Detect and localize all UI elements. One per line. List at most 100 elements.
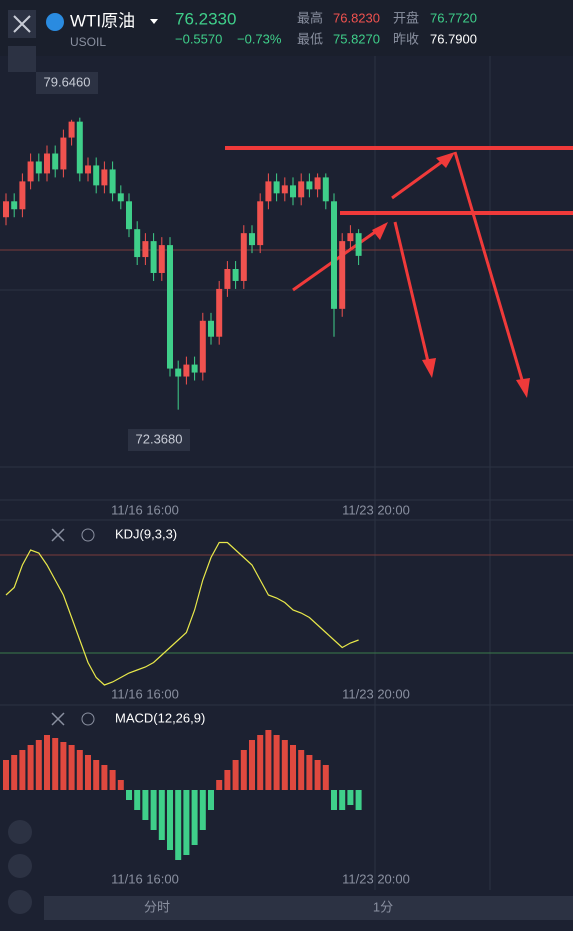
candles: [3, 117, 362, 410]
tool-button[interactable]: [8, 890, 32, 914]
time-label: 11/23 20:00: [342, 871, 410, 886]
macd-bar: [232, 760, 239, 790]
symbol[interactable]: WTI原油: [70, 11, 135, 30]
macd: [3, 730, 362, 860]
macd-bar: [142, 790, 149, 820]
macd-bar: [290, 745, 296, 790]
candle-body: [134, 229, 141, 258]
kdj-title: KDJ(9,3,3): [115, 526, 177, 541]
candle-body: [44, 153, 50, 174]
time-label: 11/23 20:00: [342, 686, 410, 701]
macd-bar: [249, 740, 255, 790]
macd-bar: [314, 760, 321, 790]
candle-body: [158, 245, 165, 273]
settings-icon[interactable]: [81, 528, 95, 542]
settings-icon[interactable]: [81, 712, 95, 726]
candle-body: [11, 201, 18, 210]
candle-body: [85, 165, 91, 174]
candle-body: [183, 364, 190, 377]
time-label: 11/23 20:00: [342, 502, 410, 517]
kdj: [5, 541, 359, 686]
macd-bar: [134, 790, 141, 810]
dropdown-icon[interactable]: [150, 19, 158, 24]
candle-body: [298, 181, 305, 198]
candle-body: [257, 201, 264, 246]
candle-body: [52, 153, 59, 170]
macd-bar: [347, 790, 354, 805]
macd-bar: [240, 750, 247, 790]
macd-bar: [126, 790, 132, 800]
tool-button[interactable]: [8, 854, 32, 878]
close-indicator[interactable]: [51, 712, 65, 726]
candle-body: [208, 320, 214, 337]
macd-bar: [11, 755, 18, 790]
candle-body: [339, 241, 346, 309]
candle-body: [93, 165, 100, 186]
macd-bar: [60, 742, 67, 790]
max-label-box: [36, 72, 98, 94]
macd-bar: [281, 740, 288, 790]
time-label: 11/16 16:00: [111, 871, 179, 886]
macd-bar: [167, 790, 173, 850]
macd-bar: [183, 790, 190, 855]
macd-bar: [109, 770, 116, 790]
candle-body: [322, 177, 329, 202]
macd-bar: [208, 790, 214, 810]
price: 76.2330: [175, 9, 236, 28]
macd-bar: [101, 765, 108, 790]
candle-body: [101, 169, 108, 186]
change: −0.5570: [175, 31, 222, 46]
candle-body: [142, 241, 149, 258]
macd-bar: [27, 745, 34, 790]
macd-bar: [93, 760, 100, 790]
macd-bar: [306, 755, 313, 790]
candle-body: [117, 193, 124, 202]
macd-bar: [76, 750, 83, 790]
macd-bar: [44, 735, 50, 790]
grid: [0, 56, 573, 890]
candle-body: [290, 185, 296, 198]
macd-bar: [355, 790, 362, 810]
stat-value: 76.7900: [430, 31, 477, 46]
change-pct: −0.73%: [237, 31, 282, 46]
candle-body: [167, 245, 173, 369]
candle-body: [109, 169, 116, 194]
candle-body: [281, 185, 288, 194]
macd-bar: [19, 750, 26, 790]
candle-body: [68, 121, 75, 138]
tab[interactable]: 分时: [144, 899, 170, 914]
macd-bar: [68, 745, 75, 790]
header-bar: [0, 0, 573, 56]
candle-body: [35, 161, 42, 174]
candle-body: [273, 181, 280, 194]
candle-body: [191, 364, 198, 373]
candle-body: [199, 320, 206, 373]
macd-bar: [265, 730, 272, 790]
candle-body: [150, 241, 157, 273]
tab-bar: [44, 896, 573, 920]
macd-bar: [273, 735, 280, 790]
candle-body: [232, 269, 239, 281]
candle-body: [27, 161, 34, 182]
candle-body: [76, 121, 83, 174]
tool-button[interactable]: [8, 820, 32, 844]
candle-body: [60, 137, 67, 170]
close-indicator[interactable]: [51, 528, 65, 542]
macd-bar: [150, 790, 157, 830]
k-line: [5, 541, 359, 686]
tab[interactable]: 1分: [373, 899, 393, 914]
candle-body: [265, 181, 272, 202]
macd-bar: [257, 735, 264, 790]
candle-body: [306, 181, 313, 190]
macd-bar: [35, 740, 42, 790]
macd-bar: [117, 780, 124, 790]
macd-bar: [191, 790, 198, 845]
macd-bar: [331, 790, 337, 810]
fullscreen-button[interactable]: [8, 46, 36, 72]
candle-body: [19, 181, 26, 210]
macd-bar: [224, 770, 231, 790]
stat-value: 75.8270: [333, 31, 380, 46]
